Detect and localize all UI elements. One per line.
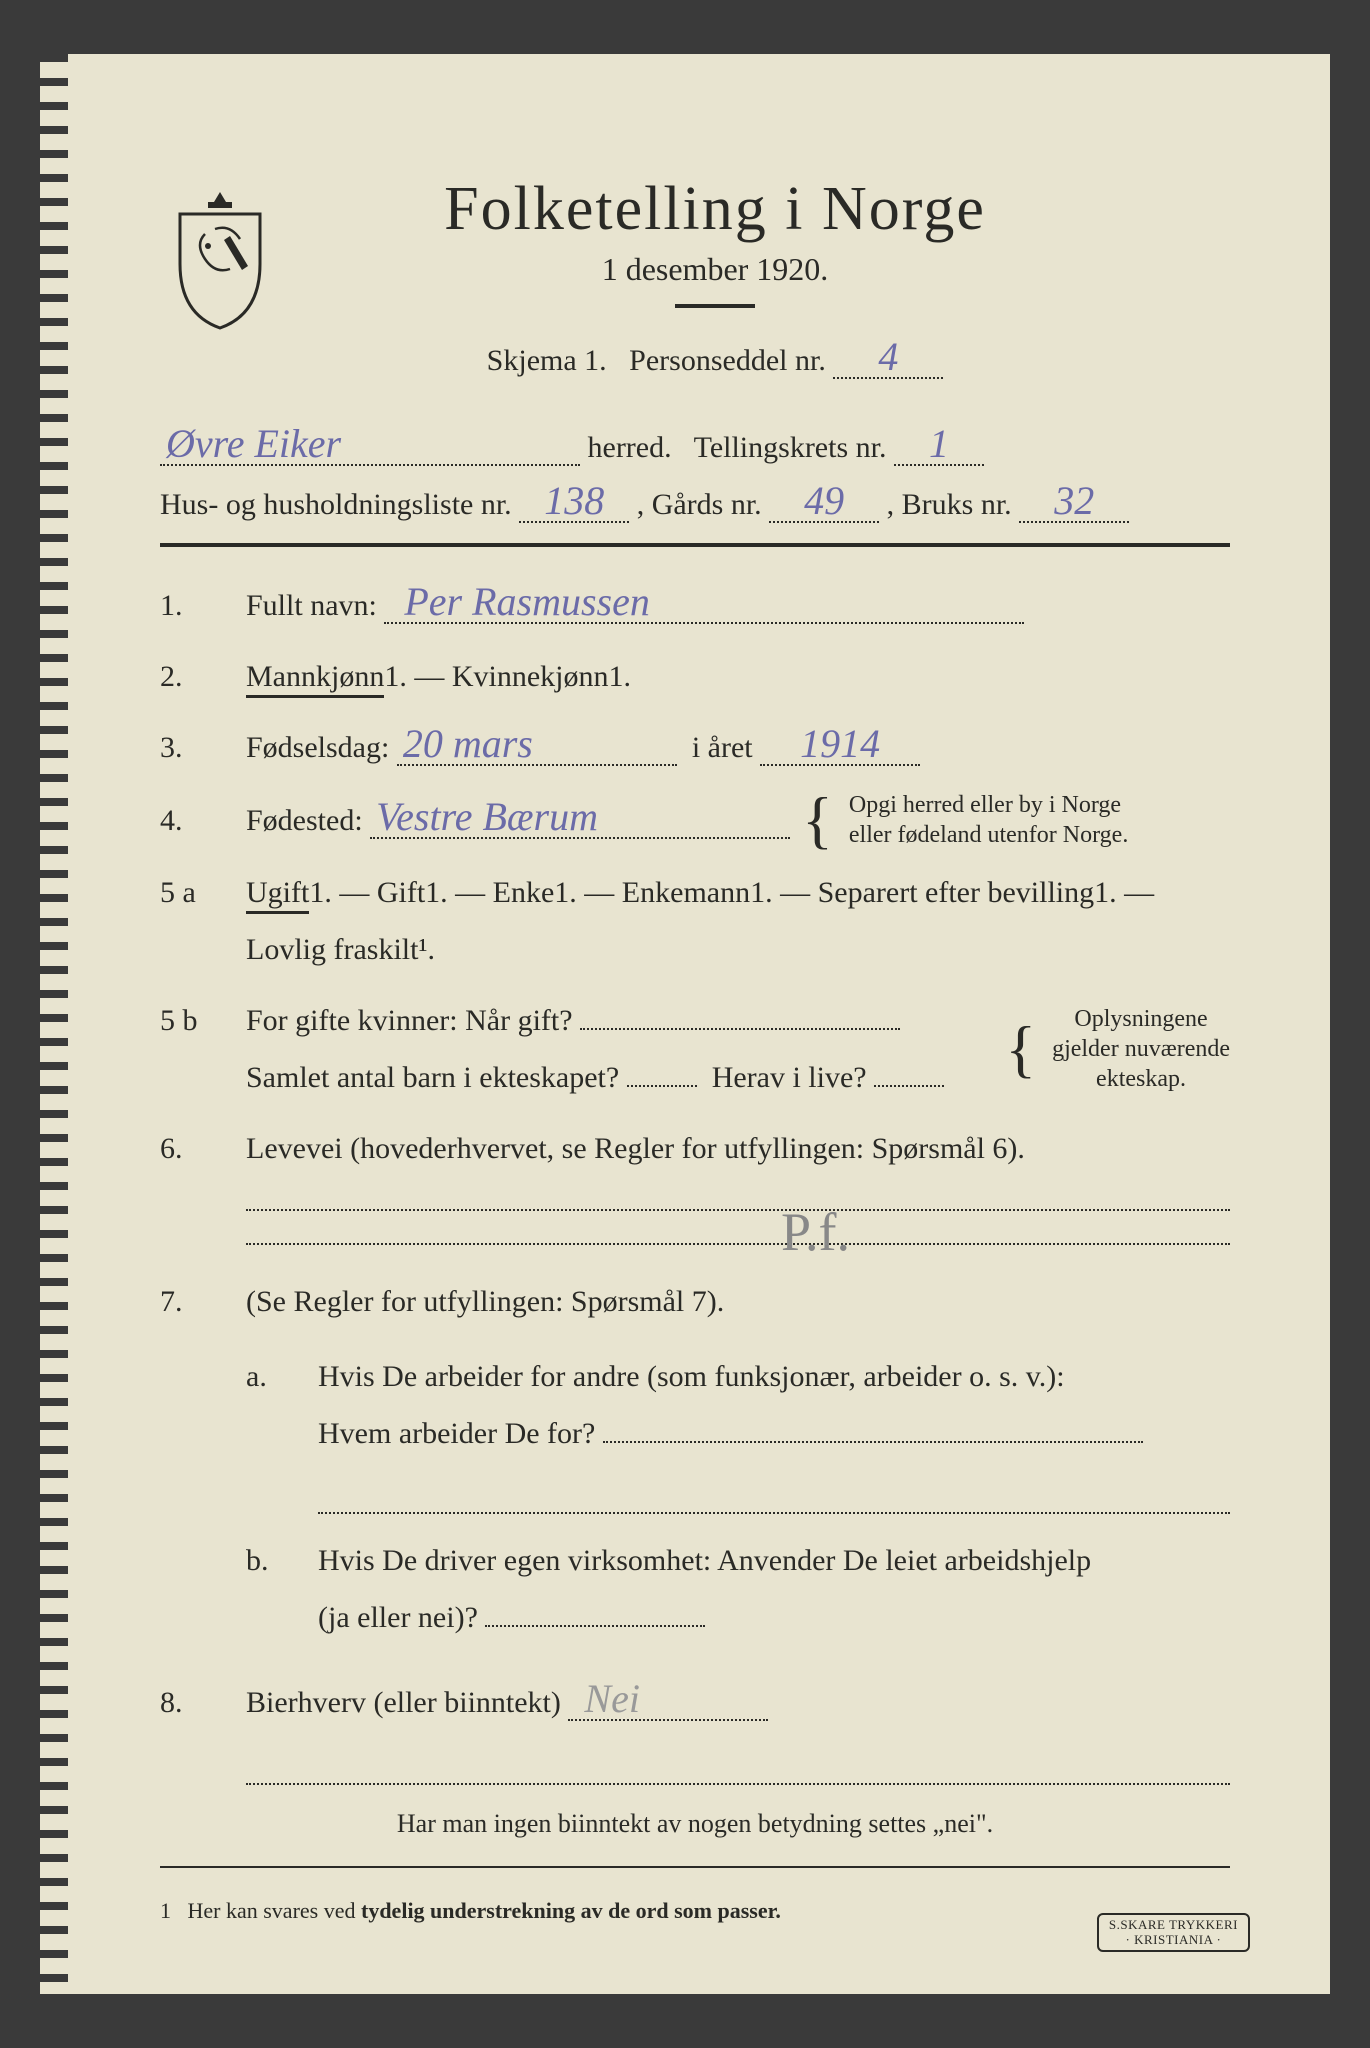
q5b-note3: ekteskap. <box>1096 1066 1186 1092</box>
question-8: 8. Bierhverv (eller biinntekt) Nei <box>160 1674 1230 1785</box>
husholdning-value: 138 <box>519 481 629 523</box>
tellingskrets-value: 1 <box>894 424 984 466</box>
q5b-barn-value <box>627 1085 697 1087</box>
q5b-num: 5 b <box>160 1004 214 1038</box>
q6-blank-2: P.f. <box>246 1211 1230 1245</box>
perforated-edge <box>40 54 68 1994</box>
q4-note1: Opgi herred eller by i Norge <box>849 792 1121 818</box>
brace-icon: { <box>802 794 833 845</box>
q7-text: (Se Regler for utfyllingen: Spørsmål 7). <box>246 1285 724 1318</box>
q1-value: Per Rasmussen <box>384 582 1024 624</box>
gards-label: , Gårds nr. <box>637 488 762 521</box>
footnote: 1 Her kan svares ved tydelig understrekn… <box>160 1898 1230 1924</box>
q5b-line1a: For gifte kvinner: Når gift? <box>246 1004 573 1037</box>
divider-icon <box>675 304 755 308</box>
census-form-page: Folketelling i Norge 1 desember 1920. Sk… <box>40 54 1330 1994</box>
q8-label: Bierhverv (eller biinntekt) <box>246 1686 561 1719</box>
skjema-line: Skjema 1. Personseddel nr. 4 <box>320 332 1110 389</box>
q3-year: 1914 <box>760 724 920 766</box>
printer-stamp: S.SKARE TRYKKERI · KRISTIANIA · <box>1097 1913 1250 1952</box>
subtitle: 1 desember 1920. <box>320 251 1110 288</box>
question-5b: 5 b For gifte kvinner: Når gift? Samlet … <box>160 992 1230 1106</box>
q4-label: Fødested: <box>246 804 363 837</box>
q3-label: Fødselsdag: <box>246 731 389 764</box>
herred-label: herred. <box>588 431 672 464</box>
stamp-line1: S.SKARE TRYKKERI <box>1109 1917 1238 1932</box>
question-3: 3. Fødselsdag: 20 mars i året 1914 <box>160 719 1230 776</box>
q7b-value <box>485 1625 705 1627</box>
q4-num: 4. <box>160 804 214 838</box>
header: Folketelling i Norge 1 desember 1920. Sk… <box>160 174 1230 389</box>
q5b-note-wrap: { Oplysningene gjelder nuværende ekteska… <box>1005 1004 1230 1094</box>
tellingskrets-label: Tellingskrets nr. <box>694 431 887 464</box>
q8-blank <box>246 1751 1230 1785</box>
q7b-text2: (ja eller nei)? <box>318 1601 478 1634</box>
q7-num: 7. <box>160 1285 214 1319</box>
q1-label: Fullt navn: <box>246 589 377 622</box>
question-5a: 5 a Ugift1. — Gift1. — Enke1. — Enkemann… <box>160 864 1230 978</box>
husholdning-label: Hus- og husholdningsliste nr. <box>160 488 512 521</box>
q2-kvinne: — Kvinnekjønn <box>414 660 608 693</box>
q2-num: 2. <box>160 660 214 694</box>
q5a-opts2: Lovlig fraskilt¹. <box>246 933 435 966</box>
q7a-text1: Hvis De arbeider for andre (som funksjon… <box>318 1360 1065 1393</box>
q8-value: Nei <box>568 1679 768 1721</box>
note-below-8: Har man ingen biinntekt av nogen betydni… <box>160 1799 1230 1848</box>
question-7: 7. (Se Regler for utfyllingen: Spørsmål … <box>160 1273 1230 1660</box>
herred-value: Øvre Eiker <box>160 424 580 466</box>
q4-value: Vestre Bærum <box>370 797 790 839</box>
q5b-line2a: Samlet antal barn i ekteskapet? <box>246 1061 619 1094</box>
stamp-line2: · KRISTIANIA · <box>1126 1932 1222 1947</box>
q2-mann: Mannkjønn <box>246 660 384 698</box>
q7b-text1: Hvis De driver egen virksomhet: Anvender… <box>318 1544 1091 1577</box>
gards-value: 49 <box>769 481 879 523</box>
q7a-text2: Hvem arbeider De for? <box>318 1417 595 1450</box>
coat-of-arms-icon <box>160 174 280 334</box>
personseddel-value: 4 <box>833 337 943 379</box>
divider-main <box>160 543 1230 547</box>
q1-num: 1. <box>160 589 214 623</box>
bruks-value: 32 <box>1019 481 1129 523</box>
title-block: Folketelling i Norge 1 desember 1920. Sk… <box>320 174 1230 389</box>
q5b-live-value <box>874 1085 944 1087</box>
question-4: 4. Fødested: Vestre Bærum { Opgi herred … <box>160 790 1230 850</box>
personseddel-label: Personseddel nr. <box>629 344 826 377</box>
skjema-label: Skjema 1. <box>487 344 607 377</box>
q7a-value <box>603 1441 1143 1443</box>
q7a-label: a. <box>246 1348 286 1405</box>
q6-blank-1 <box>246 1177 1230 1211</box>
q3-num: 3. <box>160 731 214 765</box>
q7a-blank <box>318 1480 1230 1514</box>
divider-footer <box>160 1866 1230 1868</box>
brace-icon-2: { <box>1005 1023 1036 1074</box>
q4-note2: eller fødeland utenfor Norge. <box>849 822 1128 848</box>
question-6: 6. Levevei (hovederhvervet, se Regler fo… <box>160 1120 1230 1245</box>
q5b-note1: Oplysningene <box>1074 1006 1207 1032</box>
q5b-line2b: Herav i live? <box>712 1061 867 1094</box>
q3-day: 20 mars <box>397 724 677 766</box>
q5b-gift-value <box>580 1028 900 1030</box>
husholdning-line: Hus- og husholdningsliste nr. 138 , Gård… <box>160 476 1230 533</box>
question-2: 2. Mannkjønn1. — Kvinnekjønn1. <box>160 648 1230 705</box>
herred-line: Øvre Eiker herred. Tellingskrets nr. 1 <box>160 419 1230 476</box>
main-title: Folketelling i Norge <box>320 174 1110 245</box>
bruks-label: , Bruks nr. <box>887 488 1012 521</box>
q7b-label: b. <box>246 1532 286 1589</box>
q6-num: 6. <box>160 1132 214 1166</box>
q3-iaret: i året <box>692 731 753 764</box>
question-1: 1. Fullt navn: Per Rasmussen <box>160 577 1230 634</box>
q8-num: 8. <box>160 1686 214 1720</box>
q6-signature: P.f. <box>781 1181 850 1284</box>
q5a-num: 5 a <box>160 876 214 910</box>
q4-note-wrap: { Opgi herred eller by i Norge eller fød… <box>802 790 1128 850</box>
q6-text: Levevei (hovederhvervet, se Regler for u… <box>246 1132 1025 1165</box>
q5b-note2: gjelder nuværende <box>1052 1036 1230 1062</box>
